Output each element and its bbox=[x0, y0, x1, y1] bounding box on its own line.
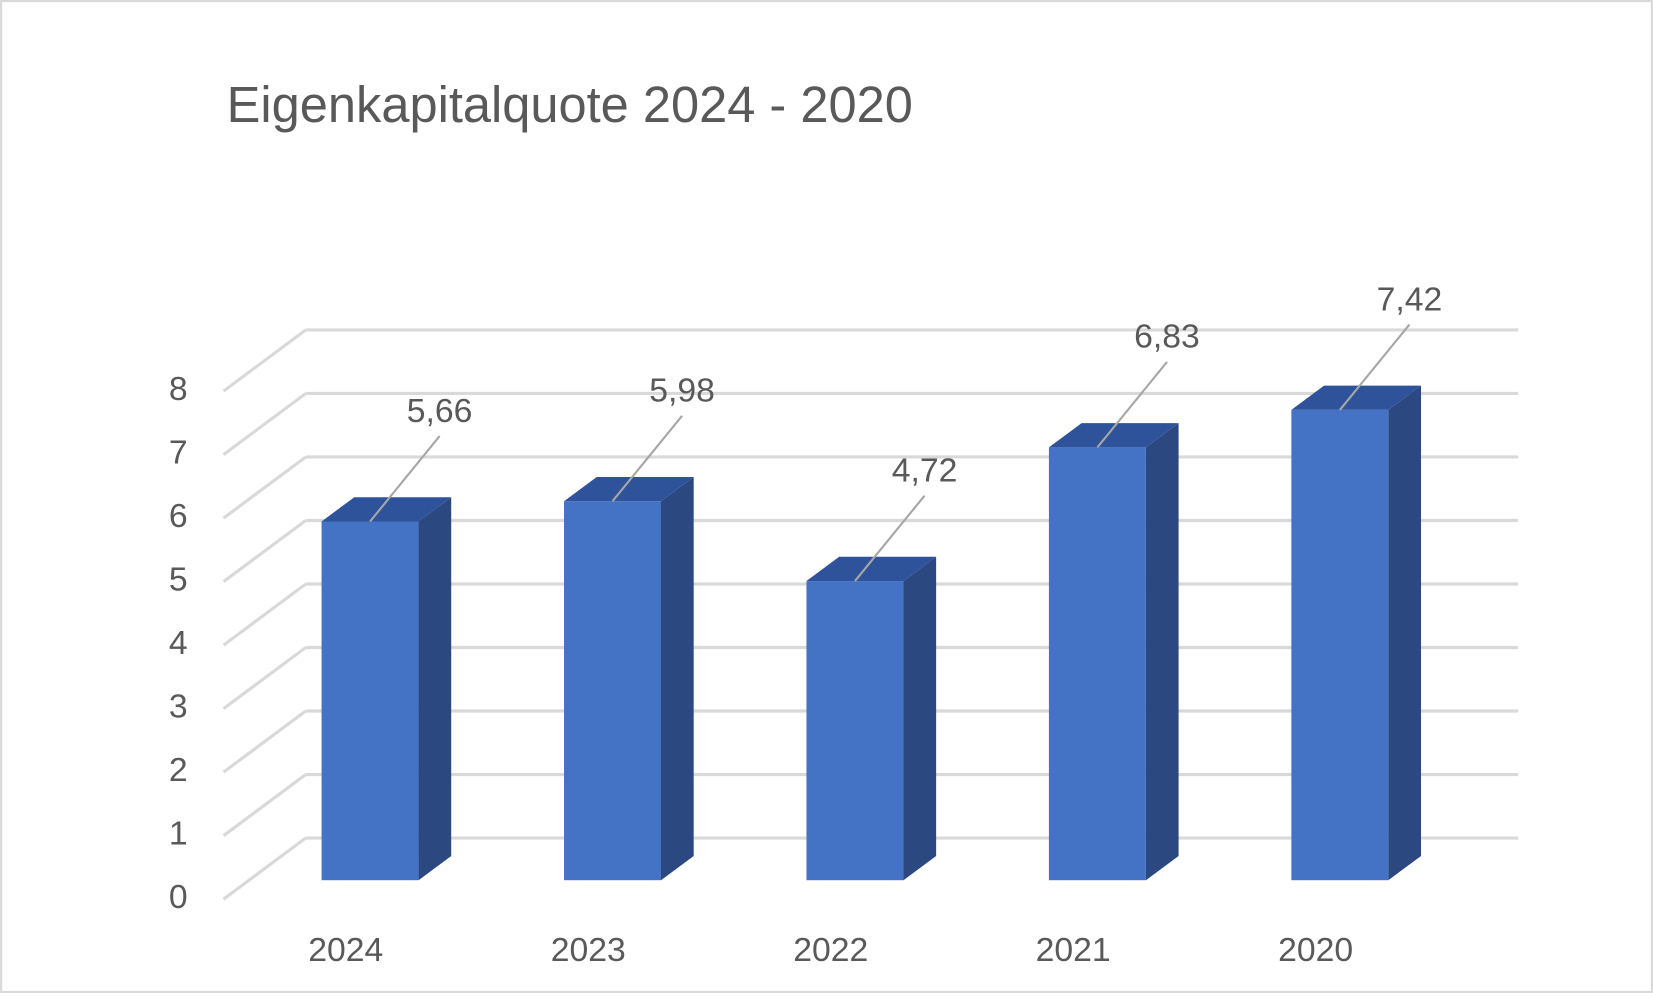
leader-line bbox=[369, 435, 441, 523]
bar-top bbox=[321, 497, 452, 522]
chart-title: Eigenkapitalquote 2024 - 2020 bbox=[227, 76, 913, 133]
y-tick-label: 1 bbox=[169, 815, 188, 853]
bar bbox=[1048, 447, 1146, 881]
bar-side bbox=[661, 476, 694, 881]
data-label: 5,66 bbox=[407, 392, 473, 430]
y-tick-label: 3 bbox=[169, 688, 188, 726]
bar-side bbox=[418, 497, 452, 881]
leader-line bbox=[854, 495, 926, 582]
bar bbox=[806, 581, 904, 881]
data-label: 4,72 bbox=[892, 451, 958, 489]
x-tick-label: 2022 bbox=[793, 931, 868, 969]
y-tick-label: 5 bbox=[169, 561, 188, 599]
grid-line-side bbox=[222, 328, 307, 393]
y-tick-label: 0 bbox=[169, 878, 188, 916]
grid-line-side bbox=[222, 646, 307, 710]
grid-line-side bbox=[222, 392, 307, 456]
bar bbox=[1291, 409, 1389, 881]
leader-line bbox=[1096, 361, 1168, 448]
bar bbox=[564, 501, 661, 881]
leader-line bbox=[1339, 323, 1411, 411]
bar-top bbox=[1291, 385, 1422, 410]
bar-side bbox=[1145, 423, 1179, 881]
grid-line-side bbox=[222, 773, 307, 837]
x-tick-label: 2021 bbox=[1036, 931, 1111, 969]
grid-line-side bbox=[222, 455, 307, 520]
y-tick-label: 6 bbox=[169, 497, 188, 535]
y-tick-label: 4 bbox=[169, 624, 188, 662]
bar-top bbox=[1048, 423, 1179, 448]
x-tick-label: 2023 bbox=[551, 931, 626, 969]
bar-side bbox=[1388, 385, 1422, 881]
y-tick-label: 2 bbox=[169, 751, 188, 789]
bar-top bbox=[806, 556, 937, 582]
grid-line-side bbox=[222, 582, 307, 647]
bar-top bbox=[564, 476, 694, 502]
grid-line-side bbox=[222, 836, 307, 901]
bar bbox=[321, 521, 419, 881]
leader-line bbox=[611, 415, 683, 502]
data-label: 5,98 bbox=[649, 372, 715, 410]
data-label: 7,42 bbox=[1377, 280, 1443, 318]
bar-side bbox=[903, 556, 937, 881]
y-tick-label: 8 bbox=[169, 370, 188, 408]
grid-line-side bbox=[222, 709, 307, 774]
x-tick-label: 2024 bbox=[308, 931, 383, 969]
y-tick-label: 7 bbox=[169, 434, 188, 472]
grid-line-side bbox=[222, 519, 307, 583]
data-label: 6,83 bbox=[1134, 318, 1200, 356]
x-tick-label: 2020 bbox=[1278, 931, 1353, 969]
